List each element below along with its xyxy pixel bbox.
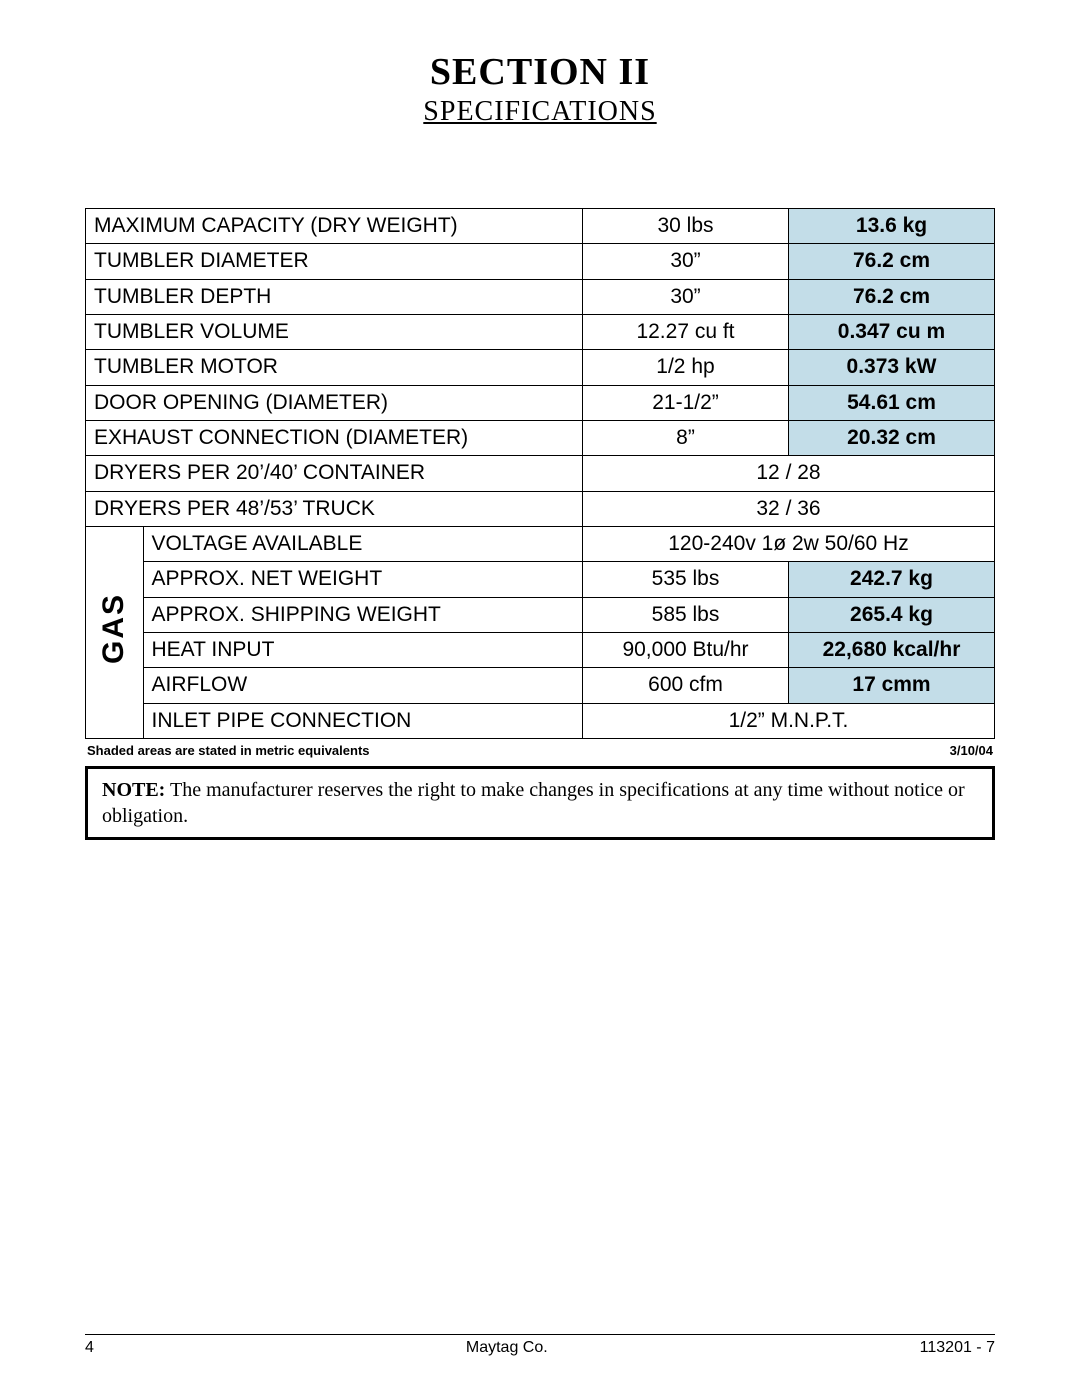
footer-company: Maytag Co. xyxy=(466,1339,548,1357)
spec-value-us: 90,000 Btu/hr xyxy=(583,633,789,668)
section-title: SECTION II xyxy=(85,50,995,94)
spec-value-metric: 76.2 cm xyxy=(789,244,995,279)
gas-label: GAS xyxy=(94,593,135,664)
table-row: AIRFLOW600 cfm17 cmm xyxy=(86,668,995,703)
spec-value-us: 585 lbs xyxy=(583,597,789,632)
table-row: TUMBLER MOTOR1/2 hp0.373 kW xyxy=(86,350,995,385)
section-subtitle: SPECIFICATIONS xyxy=(85,96,995,128)
page-footer: 4 Maytag Co. 113201 - 7 xyxy=(85,1334,995,1357)
spec-value-metric: 0.373 kW xyxy=(789,350,995,385)
spec-label: APPROX. SHIPPING WEIGHT xyxy=(143,597,583,632)
spec-label: APPROX. NET WEIGHT xyxy=(143,562,583,597)
spec-value-metric: 265.4 kg xyxy=(789,597,995,632)
table-row: APPROX. NET WEIGHT535 lbs242.7 kg xyxy=(86,562,995,597)
spec-label: HEAT INPUT xyxy=(143,633,583,668)
table-row: DOOR OPENING (DIAMETER)21-1/2”54.61 cm xyxy=(86,385,995,420)
spec-label: DOOR OPENING (DIAMETER) xyxy=(86,385,583,420)
spec-value-us: 600 cfm xyxy=(583,668,789,703)
spec-value-us: 30 lbs xyxy=(583,209,789,244)
spec-label: AIRFLOW xyxy=(143,668,583,703)
table-row: APPROX. SHIPPING WEIGHT585 lbs265.4 kg xyxy=(86,597,995,632)
table-row: TUMBLER DIAMETER30”76.2 cm xyxy=(86,244,995,279)
spec-value-metric: 22,680 kcal/hr xyxy=(789,633,995,668)
spec-label: MAXIMUM CAPACITY (DRY WEIGHT) xyxy=(86,209,583,244)
spec-value: 1/2” M.N.P.T. xyxy=(583,703,995,738)
spec-value-us: 8” xyxy=(583,421,789,456)
note-box: NOTE: The manufacturer reserves the righ… xyxy=(85,766,995,840)
spec-label: TUMBLER MOTOR xyxy=(86,350,583,385)
spec-value-us: 1/2 hp xyxy=(583,350,789,385)
table-row: MAXIMUM CAPACITY (DRY WEIGHT)30 lbs13.6 … xyxy=(86,209,995,244)
note-label: NOTE: xyxy=(102,779,165,801)
spec-value-metric: 54.61 cm xyxy=(789,385,995,420)
spec-value-metric: 17 cmm xyxy=(789,668,995,703)
spec-value-us: 30” xyxy=(583,244,789,279)
table-footer: Shaded areas are stated in metric equiva… xyxy=(87,743,993,758)
spec-value-us: 21-1/2” xyxy=(583,385,789,420)
gas-label-cell: GAS xyxy=(86,527,144,739)
table-row: EXHAUST CONNECTION (DIAMETER)8”20.32 cm xyxy=(86,421,995,456)
spec-label: DRYERS PER 48’/53’ TRUCK xyxy=(86,491,583,526)
footer-doc-num: 113201 - 7 xyxy=(920,1339,995,1357)
spec-table: MAXIMUM CAPACITY (DRY WEIGHT)30 lbs13.6 … xyxy=(85,208,995,739)
note-text: The manufacturer reserves the right to m… xyxy=(102,779,965,827)
spec-value-us: 12.27 cu ft xyxy=(583,315,789,350)
spec-value-metric: 242.7 kg xyxy=(789,562,995,597)
table-row: TUMBLER VOLUME12.27 cu ft0.347 cu m xyxy=(86,315,995,350)
spec-value-us: 30” xyxy=(583,279,789,314)
spec-value: 120-240v 1ø 2w 50/60 Hz xyxy=(583,527,995,562)
footer-page-num: 4 xyxy=(85,1339,94,1357)
table-footer-right: 3/10/04 xyxy=(950,743,993,758)
table-row: DRYERS PER 48’/53’ TRUCK32 / 36 xyxy=(86,491,995,526)
spec-label: VOLTAGE AVAILABLE xyxy=(143,527,583,562)
spec-value-metric: 0.347 cu m xyxy=(789,315,995,350)
table-row: DRYERS PER 20’/40’ CONTAINER12 / 28 xyxy=(86,456,995,491)
spec-value-metric: 13.6 kg xyxy=(789,209,995,244)
spec-value: 32 / 36 xyxy=(583,491,995,526)
spec-value-metric: 76.2 cm xyxy=(789,279,995,314)
page: SECTION II SPECIFICATIONS MAXIMUM CAPACI… xyxy=(0,0,1080,1397)
spec-label: INLET PIPE CONNECTION xyxy=(143,703,583,738)
spec-label: EXHAUST CONNECTION (DIAMETER) xyxy=(86,421,583,456)
spec-label: TUMBLER DIAMETER xyxy=(86,244,583,279)
spec-value-us: 535 lbs xyxy=(583,562,789,597)
table-row: GASVOLTAGE AVAILABLE120-240v 1ø 2w 50/60… xyxy=(86,527,995,562)
table-row: HEAT INPUT90,000 Btu/hr22,680 kcal/hr xyxy=(86,633,995,668)
table-footer-left: Shaded areas are stated in metric equiva… xyxy=(87,743,370,758)
spec-value: 12 / 28 xyxy=(583,456,995,491)
spec-label: TUMBLER DEPTH xyxy=(86,279,583,314)
spec-label: TUMBLER VOLUME xyxy=(86,315,583,350)
spec-value-metric: 20.32 cm xyxy=(789,421,995,456)
table-row: INLET PIPE CONNECTION1/2” M.N.P.T. xyxy=(86,703,995,738)
table-row: TUMBLER DEPTH30”76.2 cm xyxy=(86,279,995,314)
spec-label: DRYERS PER 20’/40’ CONTAINER xyxy=(86,456,583,491)
